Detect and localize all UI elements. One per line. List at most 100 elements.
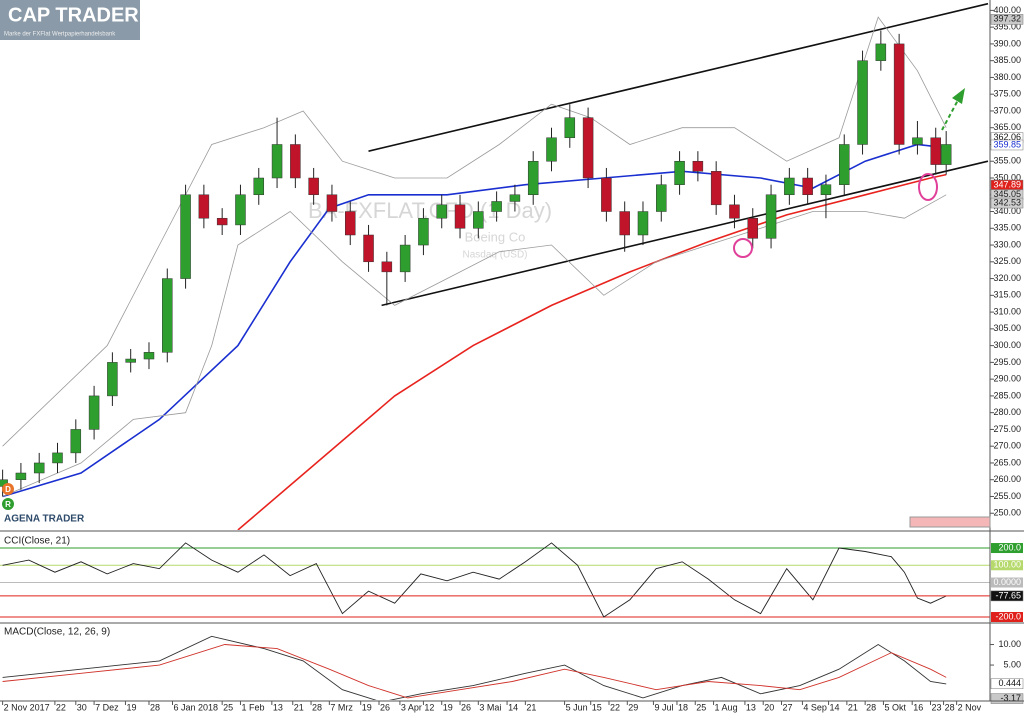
- x-tick-label: 16: [913, 702, 923, 712]
- value-box: [990, 197, 1024, 209]
- badge-label: R: [5, 500, 11, 509]
- y-tick-label: 355.00: [993, 156, 1021, 166]
- trend-channel: [381, 160, 989, 307]
- candle-body: [802, 177, 813, 196]
- badge-label: D: [5, 485, 11, 494]
- y-tick-label: 200.0: [998, 542, 1021, 552]
- candle-body: [107, 362, 118, 397]
- price-panel: [0, 2, 989, 530]
- value-label: -77.65: [995, 590, 1021, 600]
- x-tick-label: 26: [461, 702, 471, 712]
- x-tick-label: 25: [223, 702, 233, 712]
- highlight-circle: [918, 173, 938, 201]
- indicator-line: [237, 173, 947, 530]
- candle-body: [601, 177, 612, 212]
- y-tick-label: 260.00: [993, 474, 1021, 484]
- value-label: 342.53: [993, 197, 1021, 207]
- x-tick-label: 2 Nov: [958, 702, 982, 712]
- candle-body: [344, 211, 356, 236]
- candle-body: [88, 395, 100, 430]
- candle-body: [70, 429, 82, 454]
- value-box: [990, 693, 1024, 704]
- y-tick-label: 300.00: [993, 340, 1021, 350]
- y-tick-label: 250.00: [993, 508, 1021, 518]
- candle-body: [180, 194, 191, 279]
- x-tick-label: 29: [628, 702, 638, 712]
- candle-body: [473, 211, 484, 229]
- candle-body: [838, 144, 850, 185]
- badge: [2, 483, 14, 495]
- y-tick-label: 375.00: [993, 89, 1021, 99]
- y-tick-label: 320.00: [993, 273, 1021, 283]
- y-tick-label: 330.00: [993, 239, 1021, 249]
- cci-panel: [0, 542, 990, 618]
- candle-body: [893, 43, 905, 145]
- scroll-box: [909, 516, 991, 528]
- y-tick-label: 285.00: [993, 390, 1021, 400]
- value-label: 345.05: [993, 189, 1021, 199]
- candle-body: [363, 234, 374, 263]
- x-tick-label: 19: [443, 702, 453, 712]
- x-tick-label: 22: [56, 702, 66, 712]
- axes: 250.00255.00260.00265.00270.00275.00280.…: [2, 5, 1024, 712]
- y-tick-label: 350.00: [993, 172, 1021, 182]
- macd-panel: [2, 635, 947, 700]
- logo-box: [0, 0, 140, 40]
- candle-body: [290, 144, 301, 179]
- x-tick-label: 13: [273, 702, 283, 712]
- candle-body: [235, 194, 246, 226]
- x-tick-label: 7 Mrz: [330, 702, 353, 712]
- candle-body: [125, 358, 136, 363]
- candle-body: [33, 462, 45, 474]
- y-tick-label: 275.00: [993, 424, 1021, 434]
- value-label: 347.89: [993, 179, 1021, 189]
- x-tick-label: 28: [866, 702, 876, 712]
- candle-body: [784, 177, 795, 196]
- candle-body: [454, 204, 466, 229]
- x-tick-label: 5 Okt: [884, 702, 906, 712]
- candle-body: [692, 160, 704, 172]
- x-tick-label: 28: [945, 702, 955, 712]
- cci-title: CCI(Close, 21): [4, 536, 70, 547]
- x-tick-label: 3 Mai: [479, 702, 501, 712]
- candle-body: [857, 60, 868, 145]
- y-tick-label: 395.00: [993, 22, 1021, 32]
- value-label: 362.06: [993, 132, 1021, 142]
- candle-body: [619, 211, 630, 236]
- value-label: -3.17: [1000, 693, 1021, 703]
- candle-body: [253, 177, 265, 196]
- value-label: 359.85: [993, 139, 1021, 149]
- candle-body: [509, 194, 521, 202]
- tick-box: [991, 543, 1023, 554]
- x-tick-label: 7 Dez: [95, 702, 119, 712]
- macd-title: MACD(Close, 12, 26, 9): [4, 627, 110, 638]
- candle-body: [765, 194, 777, 239]
- value-box: [990, 14, 1024, 25]
- y-tick-label: 385.00: [993, 55, 1021, 65]
- highlight-circle: [733, 238, 753, 258]
- candle-body: [637, 211, 649, 236]
- x-tick-label: 22: [610, 702, 620, 712]
- x-tick-label: 25: [696, 702, 706, 712]
- candle-body: [326, 194, 338, 212]
- value-box: [990, 590, 1024, 602]
- candle-body: [747, 217, 759, 239]
- x-tick-label: 21: [294, 702, 304, 712]
- x-tick-label: 14: [508, 702, 518, 712]
- indicator-line: [2, 16, 947, 447]
- candle-body: [418, 217, 429, 246]
- tick-box: [991, 560, 1023, 571]
- candle-body: [216, 217, 228, 226]
- x-tick-label: 14: [830, 702, 840, 712]
- y-tick-label: 315.00: [993, 290, 1021, 300]
- candle-body: [930, 137, 941, 165]
- y-tick-label: 5.00: [1003, 659, 1021, 669]
- branding: AGENA TRADER: [4, 514, 85, 525]
- x-tick-label: 27: [783, 702, 793, 712]
- candle-body: [399, 244, 411, 273]
- y-tick-label: 265.00: [993, 457, 1021, 467]
- x-tick-label: 5 Jun: [566, 702, 588, 712]
- y-tick-label: 335.00: [993, 223, 1021, 233]
- candle-body: [656, 184, 667, 212]
- tagline: Marke der FXFlat Wertpapierhandelsbank: [4, 32, 116, 38]
